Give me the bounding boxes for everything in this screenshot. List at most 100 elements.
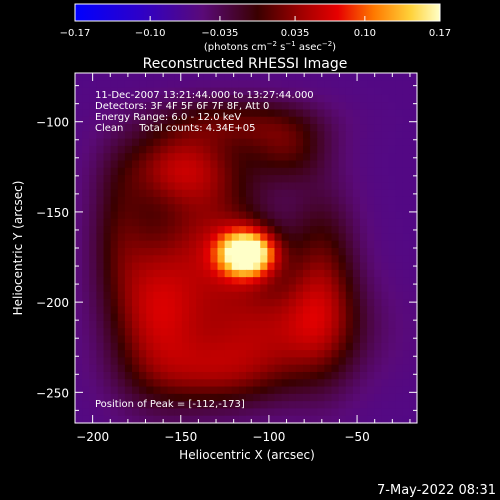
heatmap-cell [146,313,154,322]
heatmap-cell [75,284,83,293]
heatmap-cell [367,94,375,103]
heatmap-cell [132,233,140,242]
heatmap-cell [345,357,354,366]
heatmap-cell [96,87,105,96]
heatmap-cell [238,364,247,373]
heatmap-cell [338,255,347,264]
heatmap-cell [367,240,375,249]
heatmap-cell [288,350,297,358]
heatmap-cell [167,262,176,271]
heatmap-cell [96,175,105,183]
heatmap-cell [217,328,226,337]
heatmap-cell [402,109,411,118]
heatmap-cell [360,167,368,176]
heatmap-cell [402,350,411,358]
heatmap-cell [295,116,304,125]
heatmap-cell [281,240,290,249]
heatmap-cell [139,240,147,249]
heatmap-cell [267,350,276,358]
heatmap-cell [331,328,340,337]
heatmap-cell [388,102,397,111]
heatmap-cell [352,379,361,388]
heatmap-cell [295,284,304,293]
heatmap-cell [345,284,354,293]
heatmap-cell [345,233,354,242]
heatmap-cell [395,102,404,111]
heatmap-cell [395,393,404,402]
heatmap-cell [395,255,404,264]
heatmap-cell [260,175,268,183]
heatmap-cell [203,226,211,235]
heatmap-cell [96,218,105,227]
heatmap-cell [267,226,276,235]
heatmap-cell [89,350,97,358]
heatmap-cell [317,415,325,424]
heatmap-cell [231,189,240,198]
heatmap-cell [160,182,169,191]
heatmap-cell [224,408,233,417]
heatmap-cell [96,269,105,278]
heatmap-cell [181,233,190,242]
heatmap-cell [238,116,247,125]
heatmap-cell [231,277,240,286]
heatmap-cell [374,131,382,140]
heatmap-cell [338,291,347,300]
heatmap-cell [402,379,411,388]
heatmap-cell [352,196,361,205]
heatmap-cell [167,277,176,286]
heatmap-cell [181,189,190,198]
heatmap-cell [310,393,318,402]
heatmap-cell [303,350,311,358]
heatmap-cell [189,306,197,315]
heatmap-cell [352,393,361,402]
heatmap-cell [317,160,325,169]
heatmap-cell [338,226,347,235]
heatmap-cell [338,145,347,154]
heatmap-cell [381,196,390,205]
heatmap-cell [124,408,133,417]
heatmap-cell [224,116,233,125]
heatmap-cell [117,393,126,402]
heatmap-cell [402,102,411,111]
heatmap-cell [303,364,311,373]
heatmap-cell [381,240,390,249]
heatmap-cell [103,262,112,271]
heatmap-cell [167,80,176,89]
heatmap-cell [224,196,233,205]
heatmap-cell [274,196,283,205]
heatmap-cell [231,182,240,191]
heatmap-cell [295,255,304,264]
heatmap-cell [388,269,397,278]
heatmap-cell [210,138,219,147]
heatmap-cell [146,153,154,162]
heatmap-cell [153,357,162,366]
heatmap-cell [203,335,211,344]
heatmap-cell [110,357,119,366]
heatmap-cell [345,386,354,395]
heatmap-cell [167,189,176,198]
heatmap-cell [331,299,340,307]
heatmap-cell [281,255,290,264]
heatmap-cell [345,262,354,271]
heatmap-cell [103,189,112,198]
heatmap-cell [338,167,347,176]
heatmap-cell [381,320,390,329]
heatmap-cell [124,255,133,264]
heatmap-cell [367,160,375,169]
heatmap-cell [345,401,354,410]
heatmap-cell [274,87,283,96]
heatmap-cell [139,189,147,198]
heatmap-cell [153,211,162,220]
heatmap-cell [295,386,304,395]
heatmap-cell [288,386,297,395]
heatmap-cell [75,313,83,322]
heatmap-cell [124,167,133,176]
heatmap-cell [388,153,397,162]
heatmap-cell [310,153,318,162]
heatmap-cell [367,415,375,424]
heatmap-cell [117,306,126,315]
heatmap-cell [231,291,240,300]
heatmap-cell [352,357,361,366]
heatmap-cell [402,131,411,140]
heatmap-cell [189,357,197,366]
